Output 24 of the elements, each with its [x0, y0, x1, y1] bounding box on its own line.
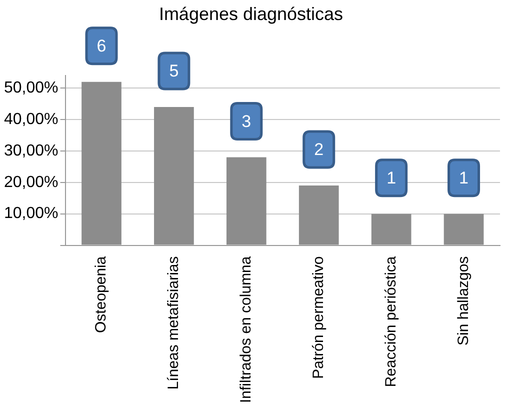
bar: [154, 107, 194, 245]
x-tick-label: Líneas metafisiarias: [165, 256, 182, 390]
annotation: 5: [169, 62, 179, 81]
annotation: 6: [96, 36, 106, 56]
annotation: 3: [242, 112, 252, 131]
x-tick-label: Sin hallazgos: [454, 256, 472, 346]
bar: [82, 82, 122, 245]
bar: [298, 186, 339, 245]
chart-title: Imágenes diagnósticas: [158, 4, 344, 24]
bar: [444, 214, 484, 245]
bar: [371, 214, 412, 245]
y-tick-label: 10,00%: [4, 205, 58, 222]
y-tick-label: 40,00%: [4, 110, 58, 128]
annotation: 1: [459, 168, 469, 188]
y-tick-label: 30,00%: [4, 142, 58, 160]
x-tick-label: Patrón permeativo: [310, 256, 327, 379]
x-tick-label: Osteopenia: [92, 256, 110, 333]
y-tick-label: 50,00%: [4, 80, 58, 97]
annotation: 2: [314, 140, 324, 160]
x-tick-label: Infiltrados en columna: [238, 256, 255, 403]
y-tick-label: 20,00%: [4, 174, 58, 191]
x-tick-label: Reacción perióstica: [382, 256, 400, 388]
annotation: 1: [386, 168, 396, 188]
bar: [226, 157, 266, 245]
